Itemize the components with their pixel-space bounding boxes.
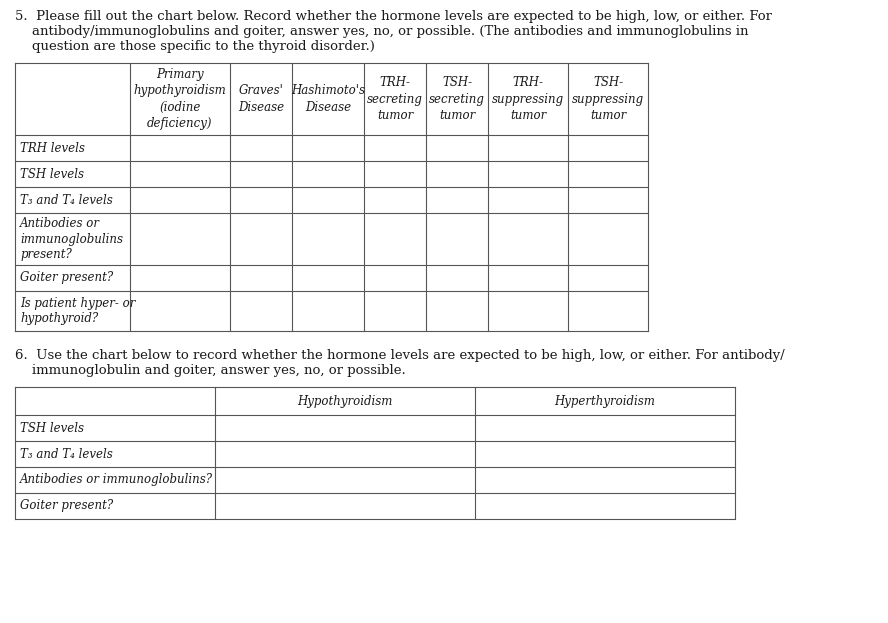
- Text: 6.  Use the chart below to record whether the hormone levels are expected to be : 6. Use the chart below to record whether…: [15, 349, 785, 362]
- Text: Goiter present?: Goiter present?: [20, 272, 113, 285]
- Text: Hashimoto's
Disease: Hashimoto's Disease: [291, 84, 365, 114]
- Text: Antibodies or
immunoglobulins
present?: Antibodies or immunoglobulins present?: [20, 217, 123, 261]
- Text: Hyperthyroidism: Hyperthyroidism: [555, 394, 655, 407]
- Text: Goiter present?: Goiter present?: [20, 500, 113, 513]
- Text: Graves'
Disease: Graves' Disease: [238, 84, 284, 114]
- Text: Primary
hypothyroidism
(iodine
deficiency): Primary hypothyroidism (iodine deficienc…: [133, 68, 226, 130]
- Text: immunoglobulin and goiter, answer yes, no, or possible.: immunoglobulin and goiter, answer yes, n…: [15, 364, 406, 377]
- Text: Antibodies or immunoglobulins?: Antibodies or immunoglobulins?: [20, 473, 213, 487]
- Text: Is patient hyper- or
hypothyroid?: Is patient hyper- or hypothyroid?: [20, 297, 135, 325]
- Text: antibody/immunoglobulins and goiter, answer yes, no, or possible. (The antibodie: antibody/immunoglobulins and goiter, ans…: [15, 25, 749, 38]
- Text: T₃ and T₄ levels: T₃ and T₄ levels: [20, 447, 113, 460]
- Text: TSH levels: TSH levels: [20, 422, 84, 434]
- Text: TRH-
suppressing
tumor: TRH- suppressing tumor: [492, 76, 564, 122]
- Text: T₃ and T₄ levels: T₃ and T₄ levels: [20, 194, 113, 206]
- Text: Hypothyroidism: Hypothyroidism: [297, 394, 392, 407]
- Text: TRH-
secreting
tumor: TRH- secreting tumor: [367, 76, 423, 122]
- Text: TSH levels: TSH levels: [20, 168, 84, 181]
- Text: TSH-
secreting
tumor: TSH- secreting tumor: [429, 76, 485, 122]
- Text: TRH levels: TRH levels: [20, 141, 85, 155]
- Text: TSH-
suppressing
tumor: TSH- suppressing tumor: [572, 76, 644, 122]
- Text: 5.  Please fill out the chart below. Record whether the hormone levels are expec: 5. Please fill out the chart below. Reco…: [15, 10, 772, 23]
- Text: question are those specific to the thyroid disorder.): question are those specific to the thyro…: [15, 40, 375, 53]
